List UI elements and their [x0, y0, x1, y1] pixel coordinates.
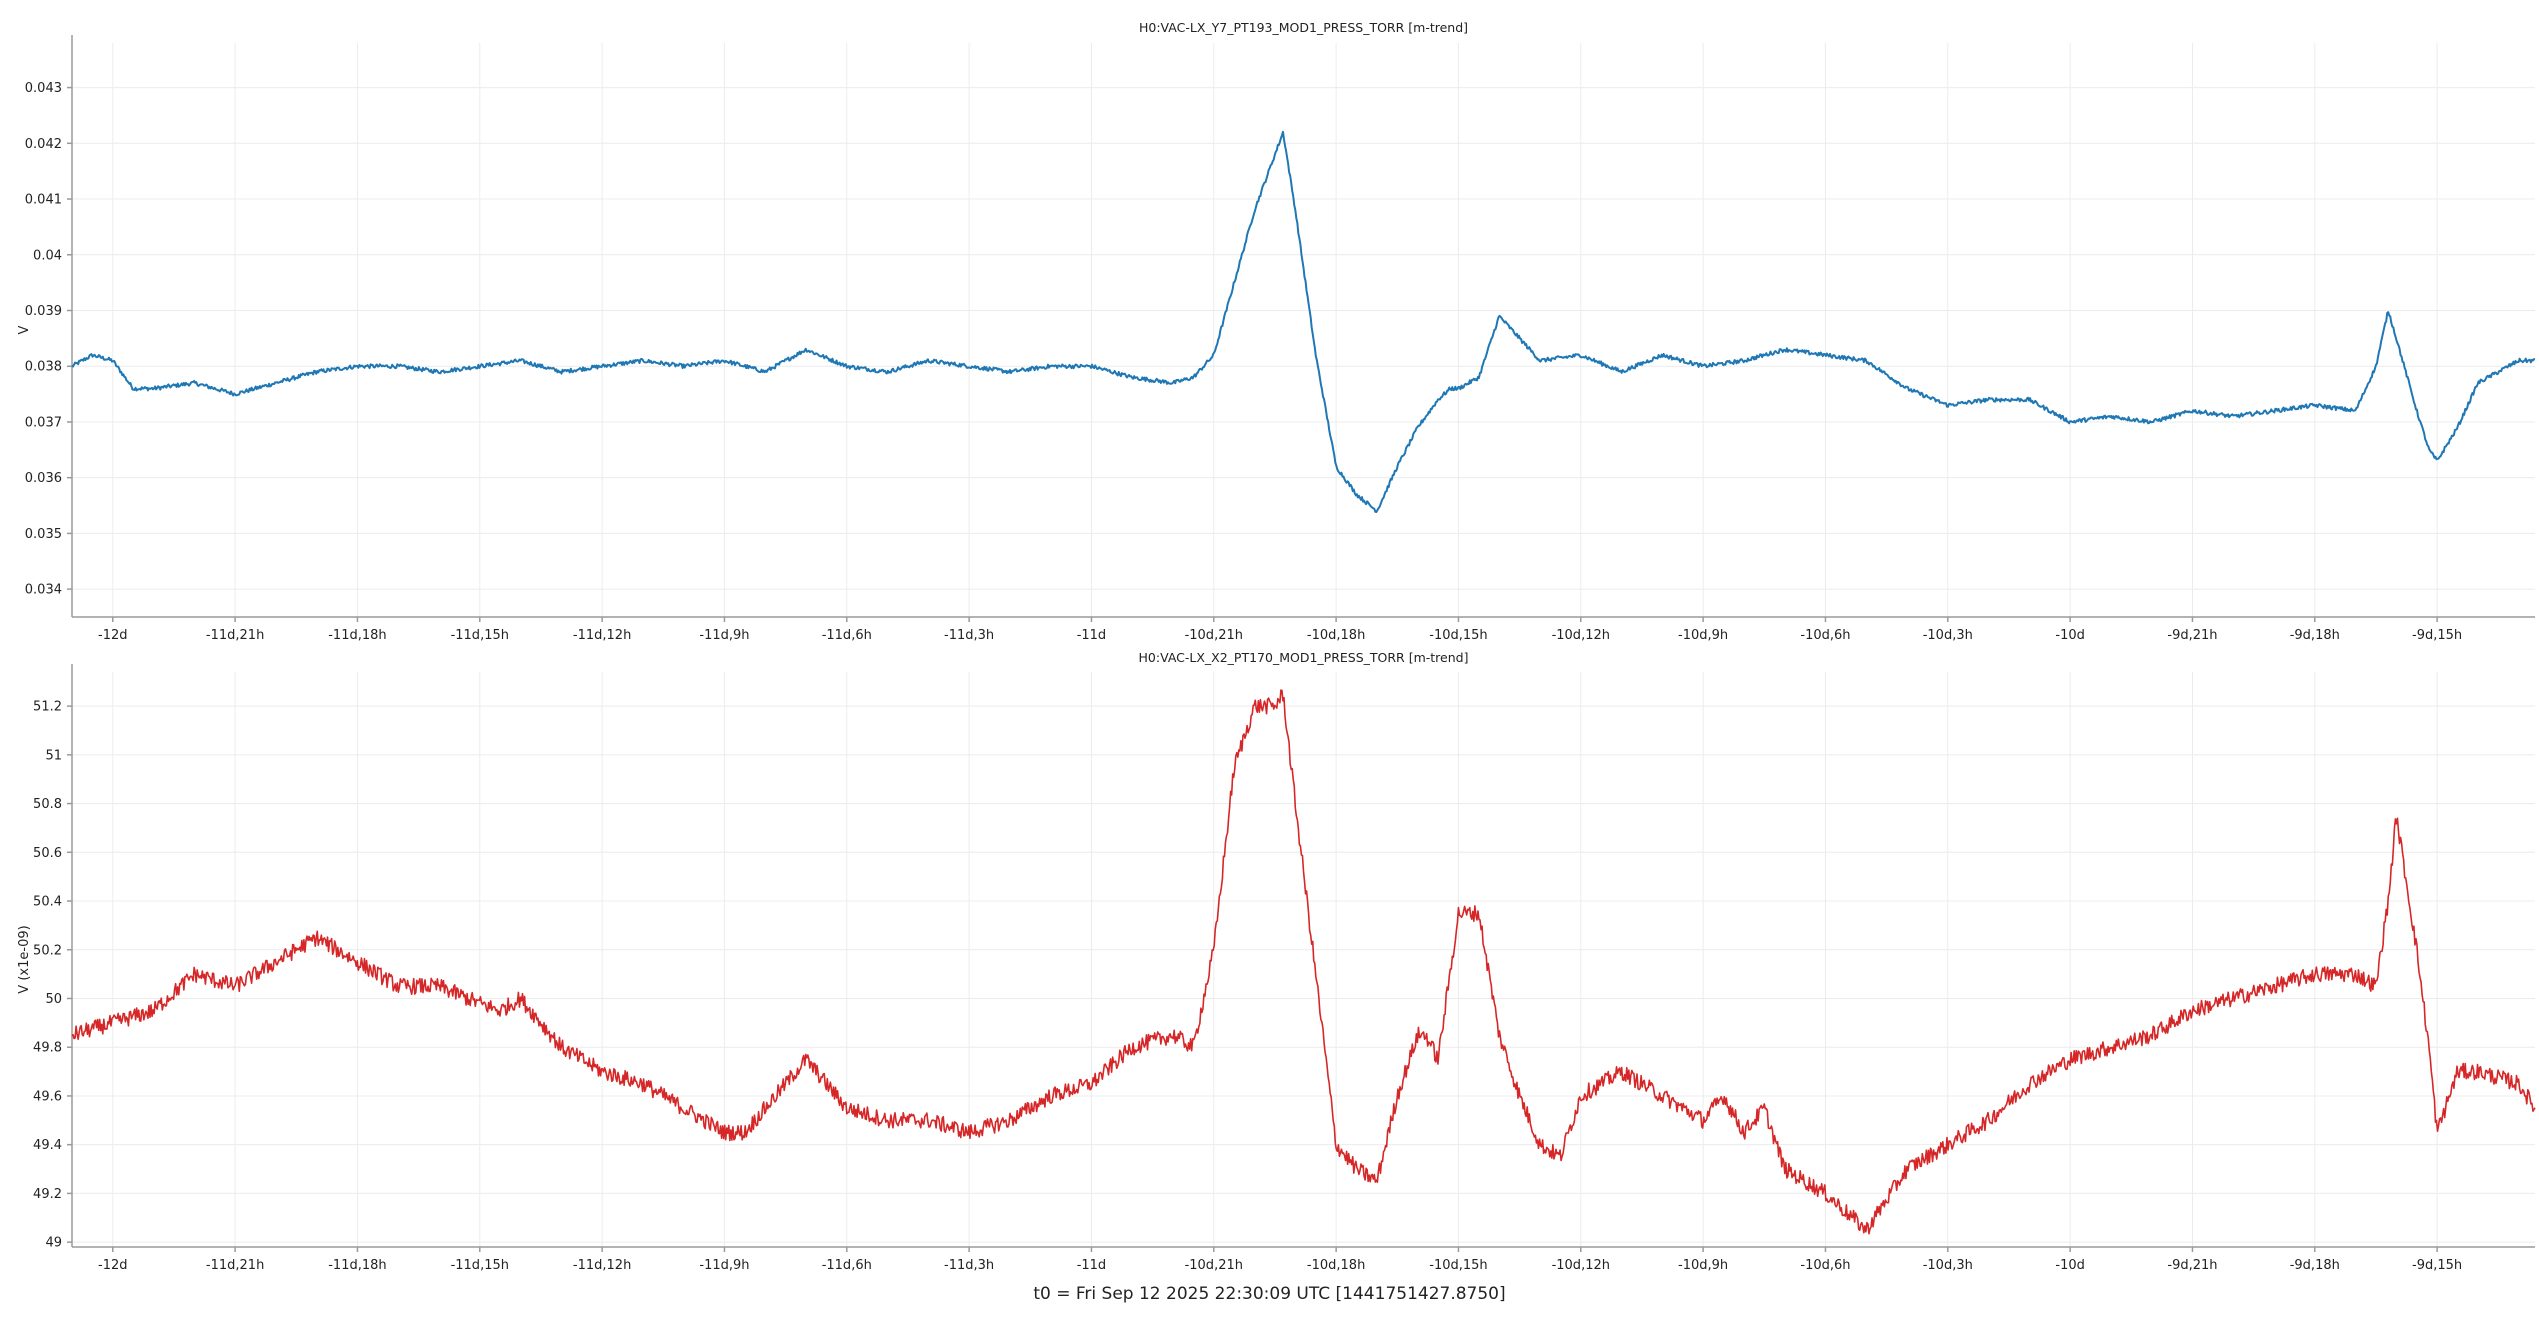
x-tick-label: -11d,6h [822, 1258, 872, 1273]
y-tick-label: 0.041 [25, 193, 62, 208]
y-tick-label: 0.036 [25, 471, 62, 486]
x-tick-label: -10d,12h [1552, 628, 1610, 643]
x-tick-label: -11d,12h [573, 628, 631, 643]
x-tick-label: -11d,21h [206, 1258, 264, 1273]
x-tick-label: -10d,21h [1185, 1258, 1243, 1273]
x-tick-label: -10d,18h [1307, 628, 1365, 643]
time-origin-caption: t0 = Fri Sep 12 2025 22:30:09 UTC [14417… [1033, 1284, 1506, 1304]
y-tick-label: 50.6 [33, 846, 62, 861]
y-tick-label: 0.043 [25, 81, 62, 96]
y-tick-label: 49.6 [33, 1089, 62, 1104]
x-tick-label: -10d,6h [1800, 628, 1850, 643]
y-tick-label: 0.037 [25, 415, 62, 430]
y-tick-label: 49.8 [33, 1041, 62, 1056]
x-tick-label: -10d,9h [1678, 1258, 1728, 1273]
y-tick-label: 50.8 [33, 797, 62, 812]
y-axis-label: V [17, 325, 32, 334]
x-tick-label: -11d,18h [328, 628, 386, 643]
y-tick-label: 0.038 [25, 360, 62, 375]
x-tick-label: -10d,3h [1923, 628, 1973, 643]
y-tick-label: 0.035 [25, 527, 62, 542]
x-tick-label: -11d [1077, 628, 1107, 643]
x-tick-label: -9d,18h [2290, 1258, 2340, 1273]
series-line-2 [71, 689, 2536, 1235]
x-tick-label: -11d,21h [206, 628, 264, 643]
x-tick-label: -11d,9h [699, 1258, 749, 1273]
x-tick-label: -12d [98, 628, 128, 643]
y-tick-label: 0.042 [25, 137, 62, 152]
x-tick-label: -10d,15h [1429, 628, 1487, 643]
x-tick-label: -9d,21h [2167, 628, 2217, 643]
y-tick-label: 0.04 [33, 248, 62, 263]
y-tick-label: 51 [45, 748, 62, 763]
y-tick-label: 49.4 [33, 1138, 62, 1153]
y-axis-label: V (x1e-09) [17, 925, 32, 993]
x-tick-label: -11d,15h [451, 1258, 509, 1273]
y-tick-label: 50.2 [33, 943, 62, 958]
y-tick-label: 49 [45, 1236, 62, 1251]
x-tick-label: -12d [98, 1258, 128, 1273]
chart-panel-1: H0:VAC-LX_Y7_PT193_MOD1_PRESS_TORR [m-tr… [17, 20, 2537, 643]
x-tick-label: -11d,3h [944, 1258, 994, 1273]
chart-title: H0:VAC-LX_Y7_PT193_MOD1_PRESS_TORR [m-tr… [1139, 20, 1468, 35]
series-line-1 [71, 130, 2536, 513]
y-tick-label: 50 [45, 992, 62, 1007]
x-tick-label: -11d,6h [822, 628, 872, 643]
x-tick-label: -11d,12h [573, 1258, 631, 1273]
x-tick-label: -11d,15h [451, 628, 509, 643]
x-tick-label: -10d,18h [1307, 1258, 1365, 1273]
x-tick-label: -10d,12h [1552, 1258, 1610, 1273]
x-tick-label: -11d,18h [328, 1258, 386, 1273]
x-tick-label: -10d,9h [1678, 628, 1728, 643]
x-tick-label: -11d,3h [944, 628, 994, 643]
x-tick-label: -10d,21h [1185, 628, 1243, 643]
y-tick-label: 49.2 [33, 1187, 62, 1202]
y-tick-label: 51.2 [33, 700, 62, 715]
x-tick-label: -10d [2055, 1258, 2085, 1273]
x-tick-label: -9d,21h [2167, 1258, 2217, 1273]
y-tick-label: 0.039 [25, 304, 62, 319]
x-tick-label: -10d,15h [1429, 1258, 1487, 1273]
x-tick-label: -11d,9h [699, 628, 749, 643]
x-tick-label: -11d [1077, 1258, 1107, 1273]
data-points [71, 131, 2537, 513]
chart-title: H0:VAC-LX_X2_PT170_MOD1_PRESS_TORR [m-tr… [1139, 650, 1469, 665]
x-tick-label: -9d,15h [2412, 628, 2462, 643]
x-tick-label: -10d [2055, 628, 2085, 643]
y-tick-label: 0.034 [25, 583, 62, 598]
chart-panel-2: H0:VAC-LX_X2_PT170_MOD1_PRESS_TORR [m-tr… [17, 650, 2537, 1273]
x-tick-label: -10d,6h [1800, 1258, 1850, 1273]
data-points [71, 692, 2537, 1231]
x-tick-label: -9d,18h [2290, 628, 2340, 643]
x-tick-label: -10d,3h [1923, 1258, 1973, 1273]
x-tick-label: -9d,15h [2412, 1258, 2462, 1273]
y-tick-label: 50.4 [33, 895, 62, 910]
